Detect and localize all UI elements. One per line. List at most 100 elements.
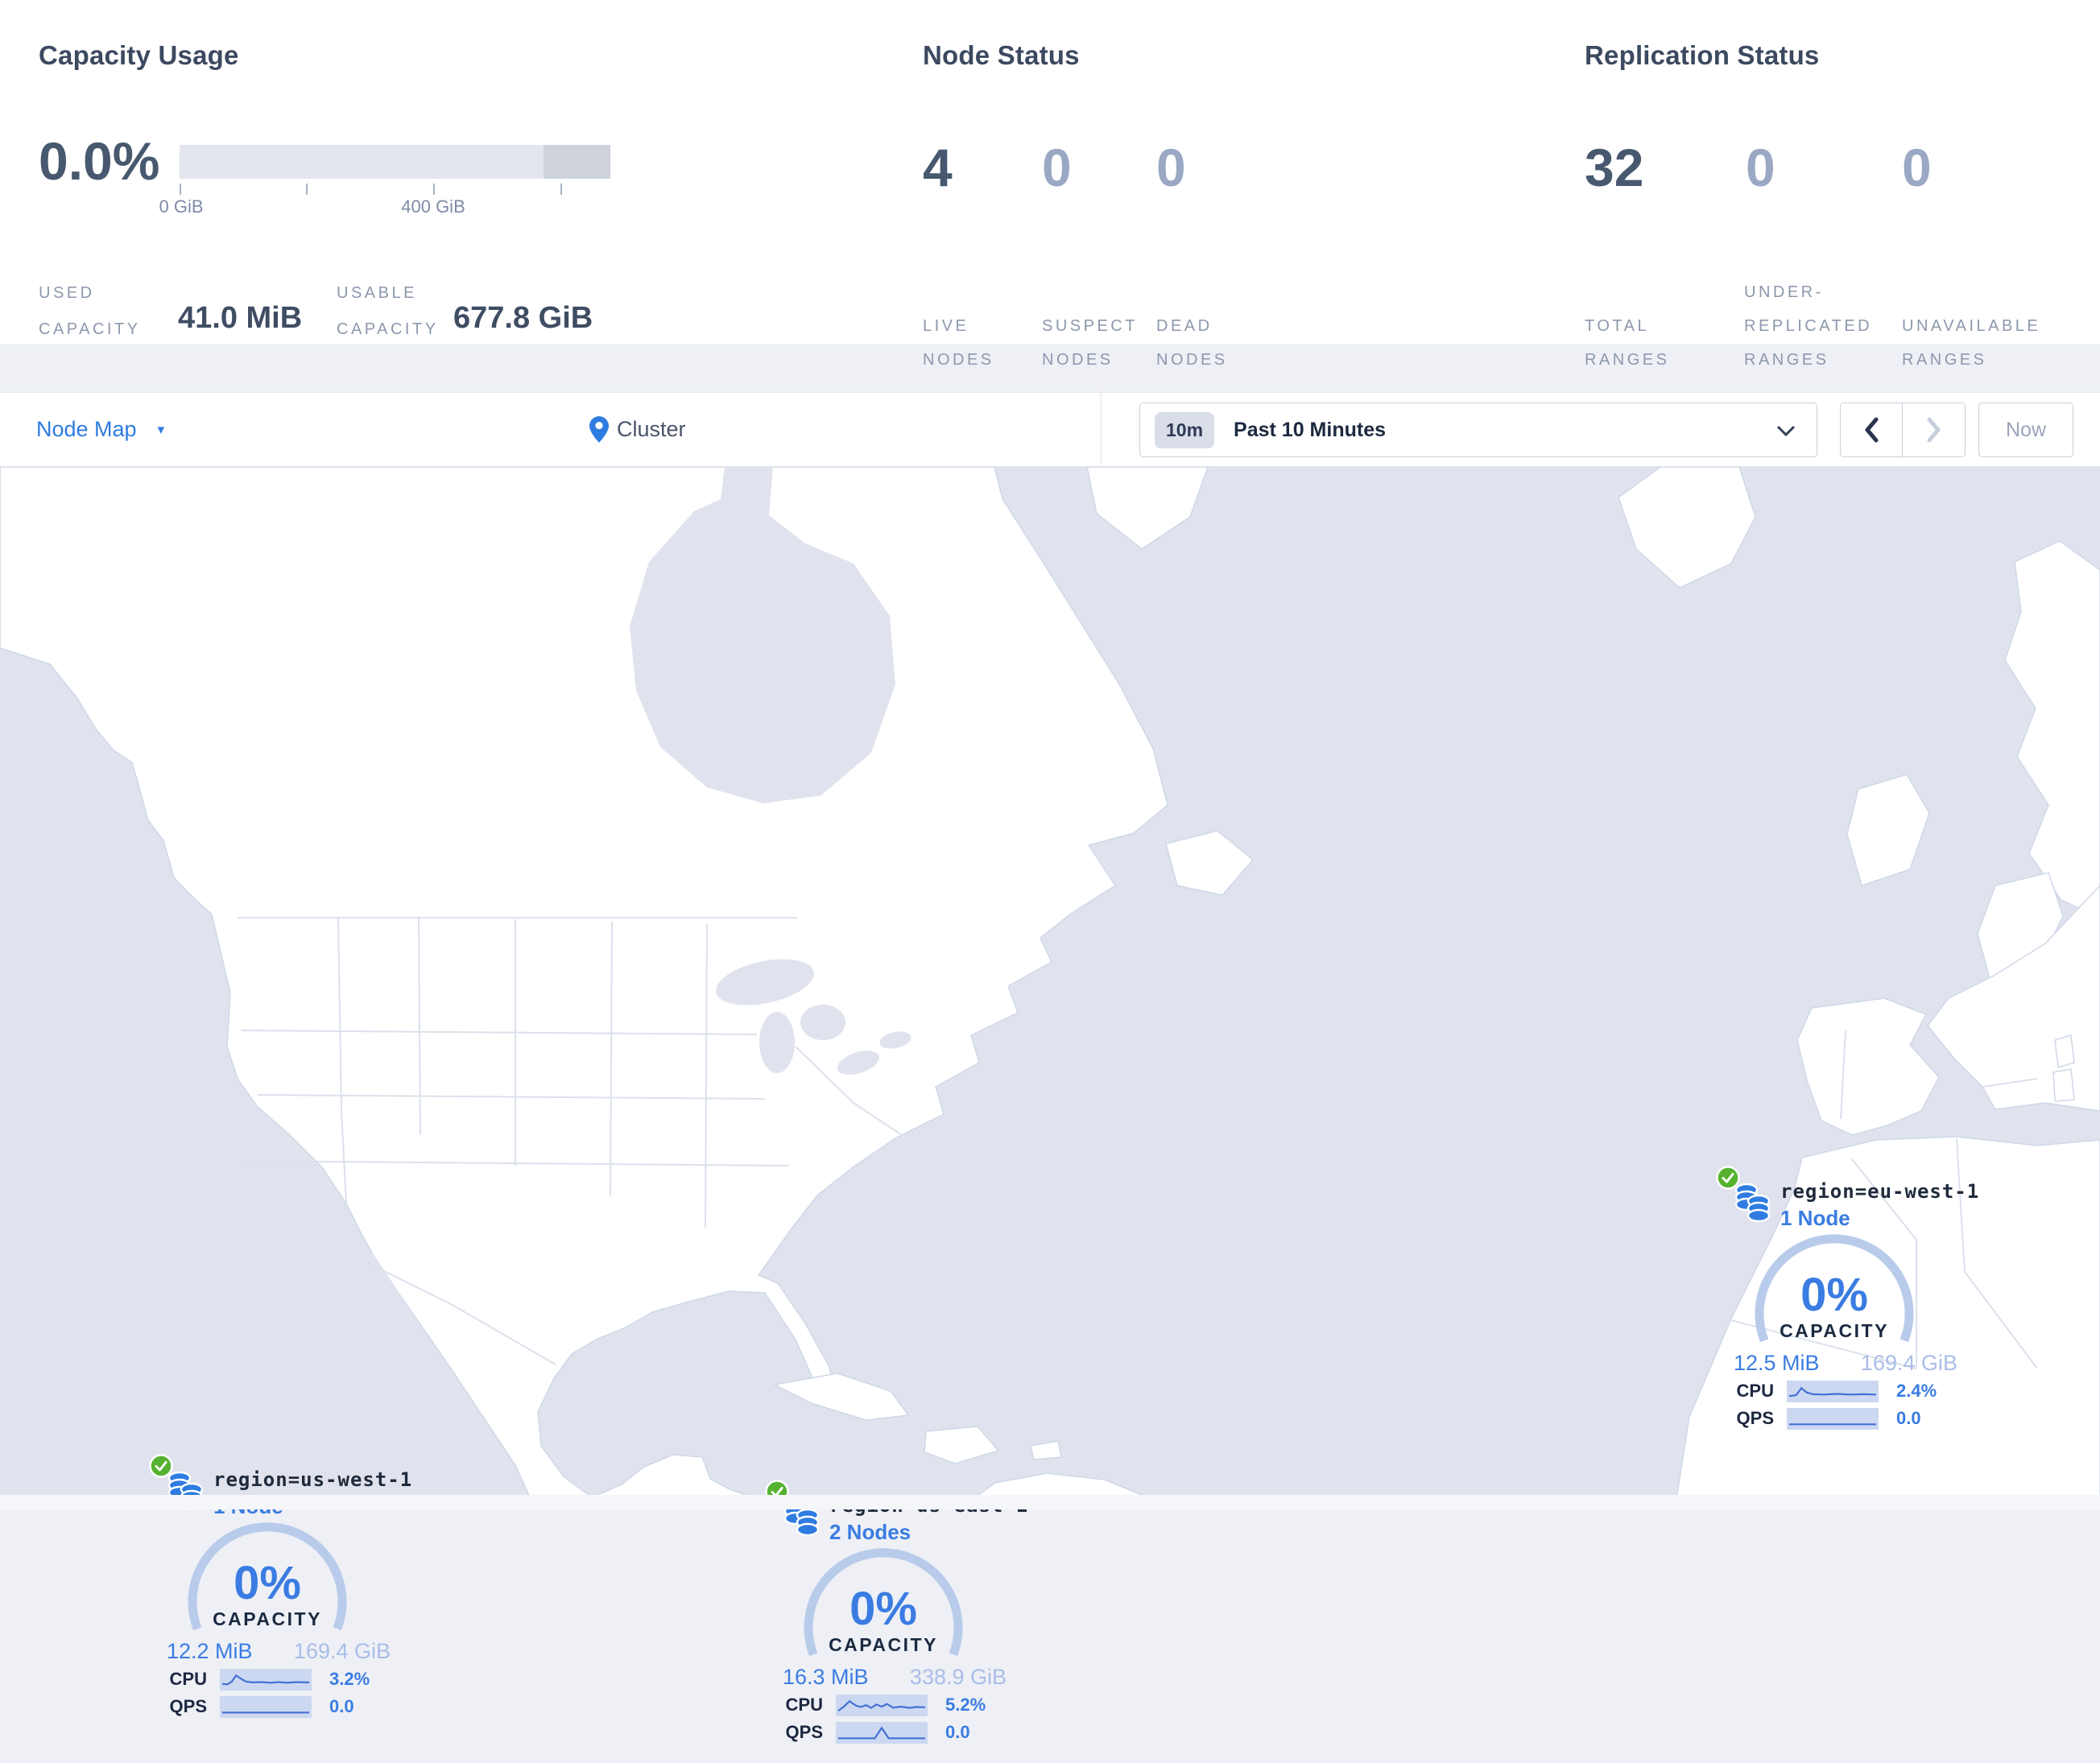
usable-capacity-label: USABLE CAPACITY [337, 284, 439, 338]
region-capacity-values: 12.5 MiB 169.4 GiB [1734, 1351, 1957, 1376]
node-map[interactable]: region=us-west-1 1 Node 0% CAPACITY 12.2… [0, 466, 2100, 1744]
region-total-capacity: 338.9 GiB [909, 1665, 1007, 1689]
now-button[interactable]: Now [1978, 403, 2073, 457]
total-ranges-value: 32 [1585, 138, 1644, 197]
region-qps-row: QPS 0.0 [760, 1721, 970, 1744]
region-qps-row: QPS 0.0 [144, 1695, 354, 1718]
unavailable-ranges-label: UNAVAILABLE RANGES [1902, 317, 2041, 369]
region-node-count[interactable]: 2 Nodes [829, 1520, 912, 1544]
capacity-axis-label-400: 400 GiB [401, 196, 465, 217]
region-label: region=eu-west-1 [1780, 1180, 1980, 1203]
unavailable-ranges-value: 0 [1902, 138, 1932, 197]
database-stack-icon [1734, 1183, 1771, 1223]
region-capacity-percent: 0% [234, 1557, 301, 1609]
capacity-axis-tick [180, 184, 181, 195]
world-map [0, 466, 2100, 1510]
map-footer-strip [0, 1495, 2100, 1509]
region-node-count[interactable]: 1 Node [1780, 1206, 1850, 1230]
usable-capacity-value: 677.8 GiB [453, 301, 593, 335]
qps-label: QPS [1736, 1408, 1774, 1428]
used-capacity-label: USED CAPACITY [39, 284, 141, 338]
cpu-label: CPU [785, 1695, 823, 1715]
capacity-usage-panel: Capacity Usage 0.0% 0 GiB 400 GiB USED C… [39, 0, 884, 345]
chevron-left-icon [1865, 417, 1879, 443]
region-used-capacity: 16.3 MiB [783, 1665, 869, 1689]
qps-sparkline [220, 1695, 312, 1718]
toolbar-divider [1101, 393, 1102, 466]
healthy-check-icon [149, 1454, 173, 1478]
region-capacity-values: 16.3 MiB 338.9 GiB [783, 1665, 1007, 1690]
healthy-check-icon [1716, 1166, 1740, 1190]
cpu-sparkline [1787, 1380, 1879, 1402]
qps-value: 0.0 [945, 1722, 970, 1742]
dead-nodes-value: 0 [1156, 138, 1186, 197]
region-cpu-row: CPU 5.2% [760, 1694, 986, 1716]
cpu-sparkline [220, 1668, 312, 1691]
region-total-capacity: 169.4 GiB [1860, 1351, 1957, 1375]
qps-label: QPS [785, 1722, 823, 1742]
region-qps-row: QPS 0.0 [1711, 1407, 1921, 1430]
region-capacity-values: 12.2 MiB 169.4 GiB [167, 1639, 391, 1664]
breadcrumb[interactable]: Cluster [589, 393, 686, 466]
total-ranges-label: TOTAL RANGES [1585, 317, 1670, 369]
region-used-capacity: 12.5 MiB [1734, 1351, 1820, 1375]
region-card-us-west-1[interactable]: region=us-west-1 1 Node 0% CAPACITY 12.2… [144, 1447, 450, 1737]
suspect-nodes-value: 0 [1042, 138, 1072, 197]
capacity-axis-tick [560, 184, 562, 195]
used-capacity-value: 41.0 MiB [178, 301, 303, 335]
cpu-sparkline [836, 1694, 928, 1716]
region-capacity-caption: CAPACITY [1780, 1320, 1889, 1341]
capacity-gauge: 0% CAPACITY [1755, 1234, 1914, 1343]
live-nodes-value: 4 [923, 138, 953, 197]
replication-status-panel: Replication Status 32 0 0 TOTAL RANGES U… [1585, 0, 2100, 369]
under-replicated-ranges-value: 0 [1746, 138, 1775, 197]
time-nav-group [1840, 403, 1966, 457]
view-selector-label: Node Map [36, 417, 137, 441]
qps-sparkline [1787, 1407, 1879, 1430]
node-status-title: Node Status [923, 40, 1080, 70]
view-selector-dropdown[interactable]: Node Map ▾ [36, 393, 164, 466]
region-cpu-row: CPU 2.4% [1711, 1380, 1937, 1402]
capacity-usage-title: Capacity Usage [39, 40, 239, 70]
capacity-bar-track [180, 145, 610, 179]
region-capacity-percent: 0% [850, 1583, 917, 1635]
location-pin-icon [589, 416, 609, 443]
chevron-down-icon [1776, 425, 1796, 437]
capacity-percent: 0.0% [39, 131, 160, 191]
qps-label: QPS [169, 1696, 207, 1716]
time-prev-button[interactable] [1841, 403, 1903, 456]
capacity-axis-label-0: 0 GiB [159, 196, 204, 217]
capacity-axis-tick [433, 184, 435, 195]
region-cpu-row: CPU 3.2% [144, 1668, 370, 1691]
region-card-eu-west-1[interactable]: region=eu-west-1 1 Node 0% CAPACITY 12.5… [1711, 1159, 2017, 1449]
region-capacity-percent: 0% [1800, 1269, 1868, 1321]
breadcrumb-cluster: Cluster [617, 417, 686, 441]
time-range-label: Past 10 Minutes [1234, 418, 1386, 441]
region-card-us-east-1[interactable]: region=us-east-1 2 Nodes 0% CAPACITY 16.… [760, 1473, 1066, 1763]
qps-value: 0.0 [1896, 1408, 1921, 1428]
region-total-capacity: 169.4 GiB [293, 1639, 391, 1663]
cpu-value: 2.4% [1896, 1381, 1937, 1401]
capacity-bar: 0 GiB 400 GiB [159, 145, 610, 225]
dead-nodes-label: DEAD NODES [1156, 317, 1228, 369]
chevron-down-icon: ▾ [157, 421, 165, 437]
suspect-nodes-label: SUSPECT NODES [1042, 317, 1138, 369]
region-capacity-caption: CAPACITY [213, 1608, 322, 1629]
live-nodes-label: LIVE NODES [923, 317, 994, 369]
cpu-value: 5.2% [945, 1695, 986, 1715]
region-used-capacity: 12.2 MiB [167, 1639, 253, 1663]
now-button-label: Now [2005, 418, 2046, 441]
replication-status-title: Replication Status [1585, 40, 1820, 70]
under-replicated-ranges-label: UNDER- REPLICATED RANGES [1744, 283, 1873, 369]
capacity-bar-nonusable-segment [544, 145, 610, 179]
cpu-label: CPU [1736, 1381, 1774, 1401]
node-status-panel: Node Status 4 0 0 LIVE NODES SUSPECT NOD… [923, 0, 1535, 369]
map-toolbar: Node Map ▾ Cluster 10m Past 10 Minutes N… [0, 392, 2100, 467]
region-label: region=us-west-1 [213, 1468, 413, 1491]
qps-value: 0.0 [329, 1696, 354, 1716]
summary-bar: Capacity Usage 0.0% 0 GiB 400 GiB USED C… [0, 0, 2100, 369]
time-range-badge: 10m [1155, 411, 1215, 448]
qps-sparkline [836, 1721, 928, 1744]
time-next-button[interactable] [1903, 403, 1965, 456]
time-range-dropdown[interactable]: 10m Past 10 Minutes [1139, 403, 1817, 457]
